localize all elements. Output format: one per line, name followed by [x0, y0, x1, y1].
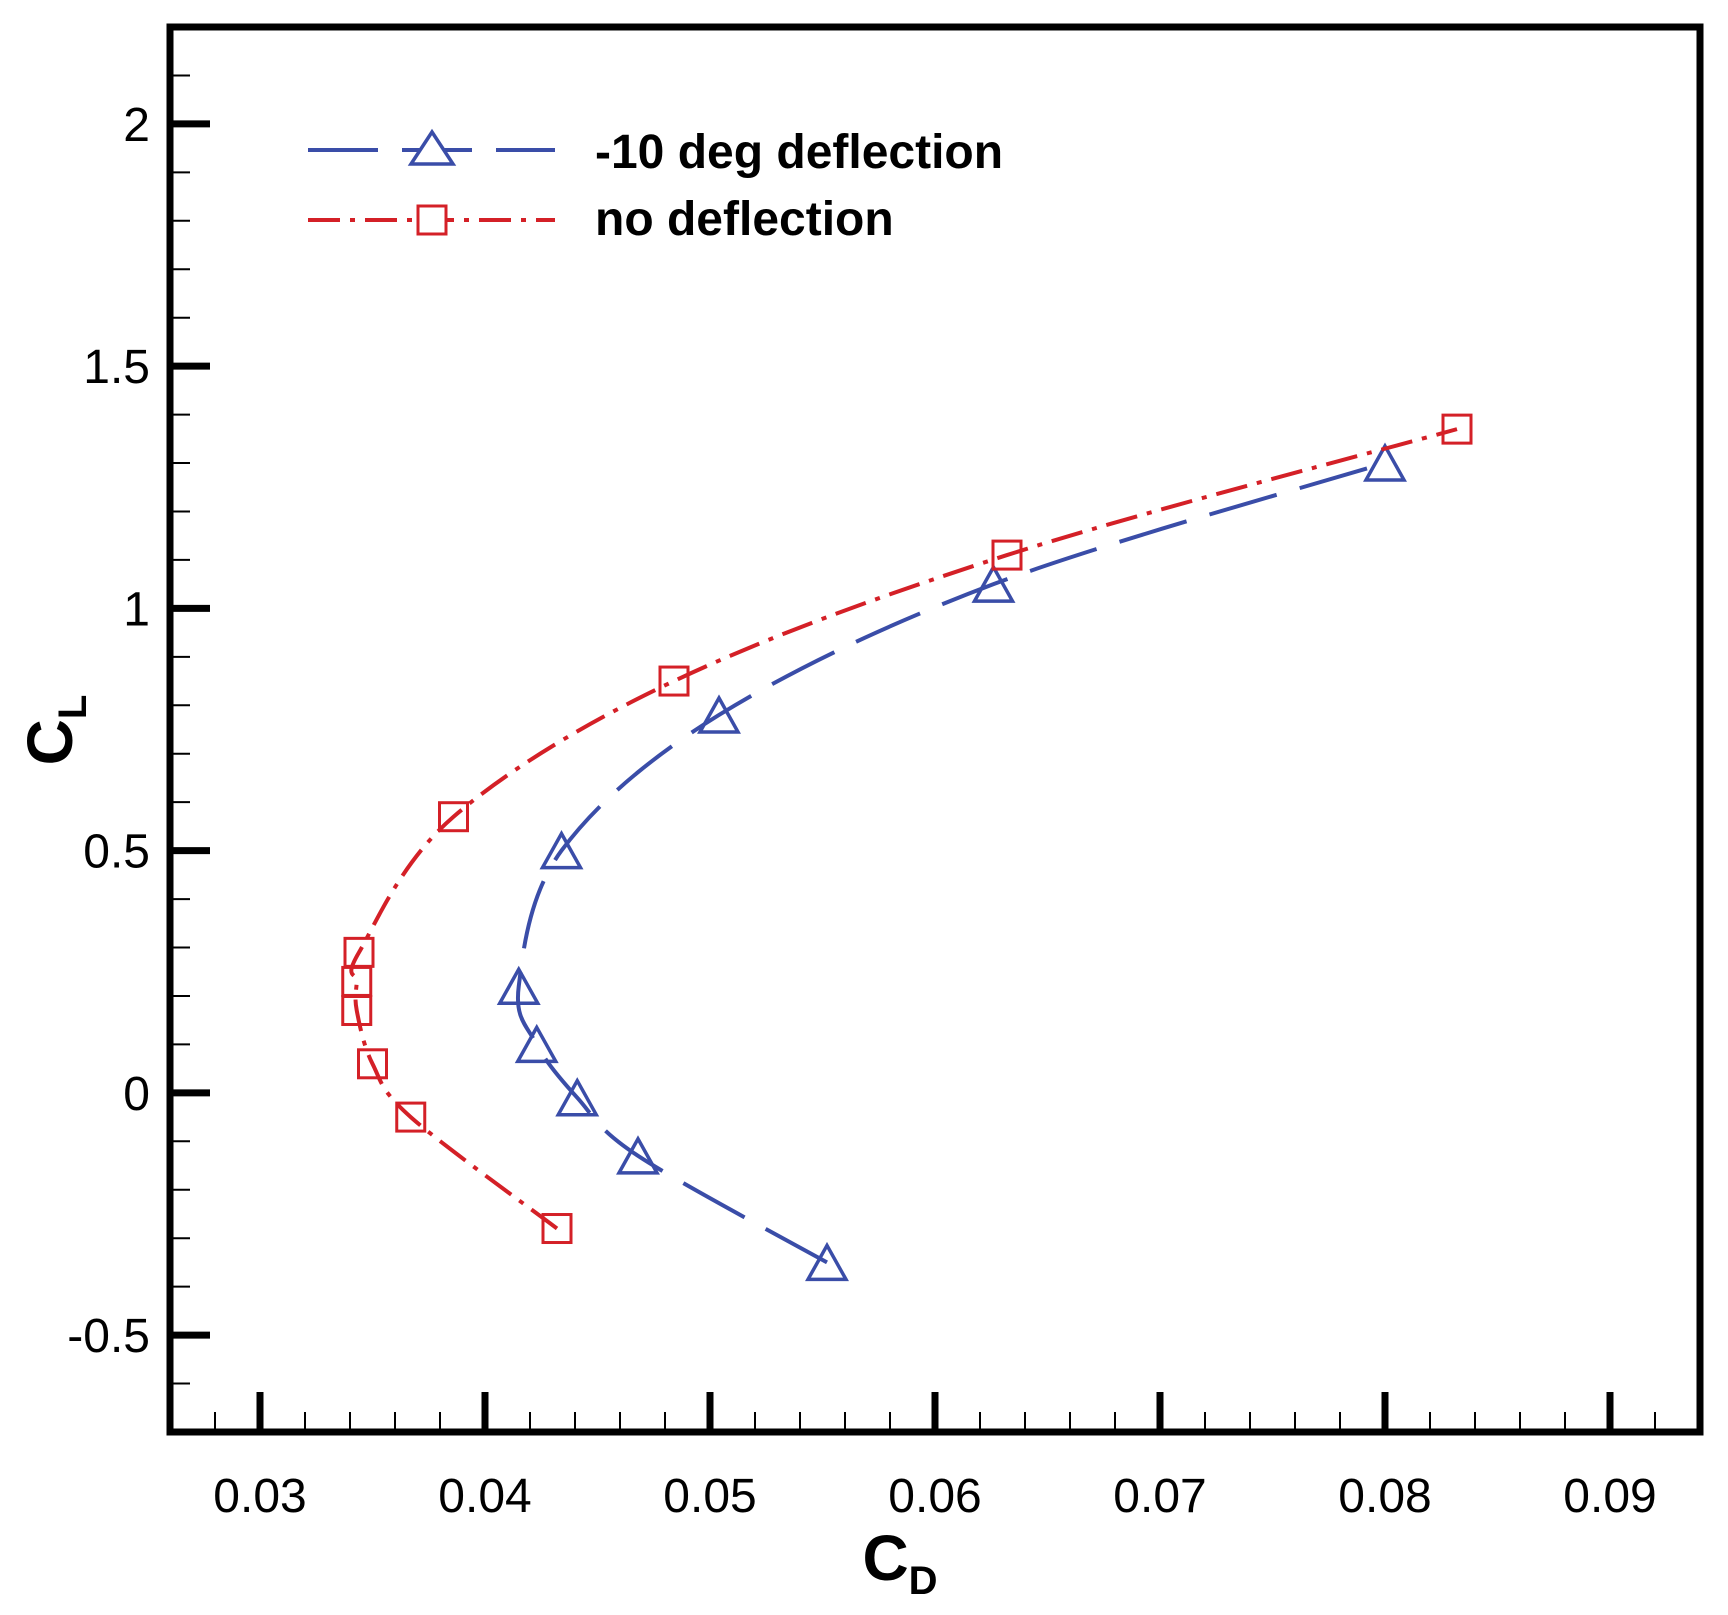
x-tick-label: 0.04: [438, 1470, 531, 1523]
triangle-marker: [514, 1023, 559, 1064]
y-tick-label: 2: [123, 99, 150, 152]
x-tick-label: 0.06: [888, 1470, 981, 1523]
triangle-marker: [697, 694, 741, 734]
x-tick-label: 0.05: [663, 1470, 756, 1523]
major-ticks: [170, 120, 1614, 1432]
triangle-marker: [805, 1241, 849, 1282]
y-tick-label: 0.5: [83, 826, 150, 879]
square-marker: [438, 801, 469, 833]
series-line: [349, 427, 1458, 1231]
legend: -10 deg deflection no deflection: [308, 126, 1003, 246]
triangle-marker: [555, 1077, 600, 1117]
x-tick-label: 0.03: [213, 1470, 306, 1523]
series-deflection: [496, 442, 1407, 1282]
x-axis-title-sub: D: [909, 1559, 938, 1603]
square-marker: [658, 665, 690, 697]
y-tick-label: 1: [123, 583, 150, 636]
triangle-marker: [616, 1135, 660, 1175]
square-marker: [991, 539, 1023, 571]
triangle-marker: [539, 830, 584, 870]
x-tick-label: 0.08: [1338, 1470, 1431, 1523]
x-axis-title: CD: [862, 1522, 937, 1603]
legend-label-deflection: -10 deg deflection: [595, 126, 1003, 179]
square-marker: [395, 1101, 427, 1133]
y-tick-label: 1.5: [83, 341, 150, 394]
legend-triangle-marker: [407, 128, 457, 166]
y-axis-title-main: C: [14, 719, 86, 765]
x-tick-label: 0.09: [1563, 1470, 1656, 1523]
y-axis-title: CL: [14, 695, 95, 766]
series-line: [515, 461, 1386, 1265]
series-no-deflection: [341, 413, 1473, 1245]
y-tick-label: 0: [123, 1068, 150, 1121]
series-layer: [341, 413, 1473, 1282]
x-axis-title-main: C: [862, 1522, 908, 1594]
square-marker: [357, 1048, 388, 1080]
legend-label-no-deflection: no deflection: [595, 193, 894, 246]
triangle-marker: [971, 563, 1016, 603]
y-tick-labels: -0.5 0 0.5 1 1.5 2: [67, 99, 150, 1363]
minor-ticks: [170, 26, 1701, 1432]
square-marker: [341, 965, 373, 997]
y-axis-title-sub: L: [51, 695, 95, 719]
square-marker: [1441, 413, 1473, 445]
square-marker: [343, 936, 375, 968]
triangle-marker: [496, 965, 541, 1006]
y-tick-label: -0.5: [67, 1310, 150, 1363]
legend-square-marker: [416, 204, 448, 236]
triangle-marker: [1363, 442, 1407, 482]
x-tick-label: 0.07: [1113, 1470, 1206, 1523]
x-tick-labels: 0.03 0.04 0.05 0.06 0.07 0.08 0.09: [213, 1470, 1656, 1523]
square-marker: [541, 1213, 573, 1245]
plot-frame: [166, 23, 1704, 1436]
